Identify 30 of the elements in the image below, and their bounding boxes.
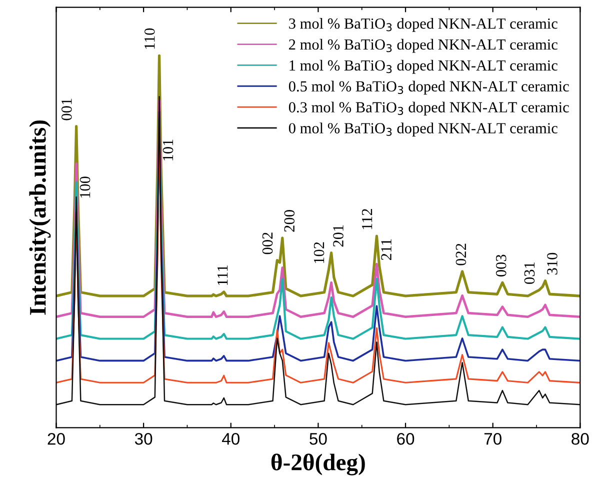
x-axis-title: θ-2θ(deg) bbox=[271, 454, 365, 476]
legend-label: 3 mol % BaTiO$_{3}$ doped NKN-ALT ceramic bbox=[289, 18, 558, 32]
annotation: 031 bbox=[524, 262, 535, 284]
legend-label: 2 mol % BaTiO$_{3}$ doped NKN-ALT ceramic bbox=[289, 38, 558, 53]
annotation: 100 bbox=[80, 176, 90, 198]
annotation: 022 bbox=[456, 244, 466, 266]
x-tick-label: 60 bbox=[397, 432, 414, 445]
x-tick-label: 50 bbox=[310, 432, 327, 445]
x-tick-label: 20 bbox=[48, 432, 65, 445]
x-tick-label: 70 bbox=[484, 432, 502, 445]
x-tick-label: 30 bbox=[134, 432, 152, 445]
annotation: 002 bbox=[262, 232, 273, 254]
annotation: 110 bbox=[144, 28, 155, 49]
x-tick-label: 40 bbox=[222, 432, 240, 445]
annotation: 310 bbox=[547, 252, 558, 274]
legend-label: 1 mol % BaTiO$_{3}$ doped NKN-ALT ceramic bbox=[290, 60, 558, 74]
annotation: 101 bbox=[162, 140, 174, 160]
annotation: 200 bbox=[284, 210, 295, 232]
annotation: 201 bbox=[333, 225, 344, 247]
annotation: 102 bbox=[314, 242, 324, 264]
y-axis-title: Intensity(arb.units) bbox=[29, 120, 51, 315]
legend-label: 0.5 mol % BaTiO$_{3}$ doped NKN-ALT ceramic bbox=[288, 80, 569, 95]
annotation: 003 bbox=[496, 254, 506, 276]
legend-label: 0.3 mol % BaTiO$_{3}$ doped NKN-ALT ceramic bbox=[288, 102, 569, 116]
legend-label: 0 mol % BaTiO$_{3}$ doped NKN-ALT ceramic bbox=[288, 122, 558, 136]
annotation: 112 bbox=[362, 209, 372, 230]
x-tick-label: 80 bbox=[572, 432, 589, 445]
annotation: 001 bbox=[62, 98, 72, 120]
annotation: 211 bbox=[381, 239, 392, 260]
annotation: 111 bbox=[217, 265, 228, 285]
